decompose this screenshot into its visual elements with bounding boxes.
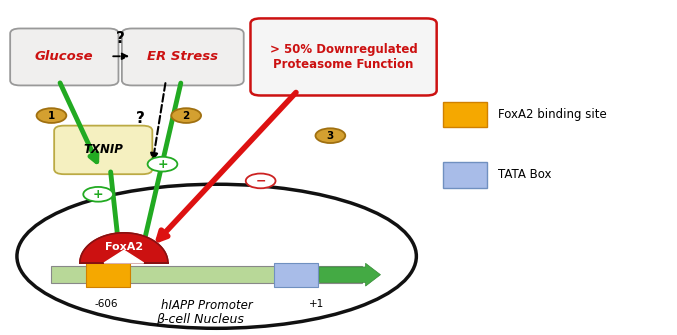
Text: FoxA2: FoxA2 <box>105 242 143 252</box>
Bar <box>86 263 130 287</box>
Ellipse shape <box>17 184 416 328</box>
FancyBboxPatch shape <box>122 28 244 85</box>
Circle shape <box>171 108 201 123</box>
Circle shape <box>37 108 66 123</box>
Text: 3: 3 <box>327 131 334 141</box>
Text: ?: ? <box>116 31 125 46</box>
Text: +: + <box>93 188 104 201</box>
Bar <box>51 266 362 283</box>
Text: FoxA2 binding site: FoxA2 binding site <box>498 108 607 121</box>
Text: β-cell Nucleus: β-cell Nucleus <box>156 314 244 326</box>
Text: hIAPP: hIAPP <box>340 269 373 282</box>
Polygon shape <box>104 250 144 263</box>
Text: −: − <box>255 175 266 187</box>
Text: Glucose: Glucose <box>35 51 93 63</box>
Bar <box>274 263 318 287</box>
Circle shape <box>246 174 276 188</box>
Circle shape <box>315 128 345 143</box>
Polygon shape <box>80 233 168 263</box>
FancyBboxPatch shape <box>250 18 437 95</box>
Circle shape <box>148 157 177 172</box>
FancyArrow shape <box>320 263 380 286</box>
Text: 1: 1 <box>48 111 55 121</box>
Text: TXNIP: TXNIP <box>83 143 123 156</box>
Bar <box>443 102 487 127</box>
Text: ?: ? <box>136 112 146 126</box>
Text: ER Stress: ER Stress <box>148 51 218 63</box>
Text: +: + <box>157 158 168 171</box>
Text: hIAPP Promoter: hIAPP Promoter <box>160 299 253 312</box>
Text: -606: -606 <box>95 299 118 309</box>
FancyBboxPatch shape <box>54 126 152 174</box>
Text: TATA Box: TATA Box <box>498 169 551 181</box>
Circle shape <box>83 187 113 202</box>
Text: > 50% Downregulated
Proteasome Function: > 50% Downregulated Proteasome Function <box>269 43 418 71</box>
Text: +1: +1 <box>309 299 324 309</box>
Text: 2: 2 <box>183 111 190 121</box>
Bar <box>443 162 487 188</box>
FancyBboxPatch shape <box>10 28 118 85</box>
